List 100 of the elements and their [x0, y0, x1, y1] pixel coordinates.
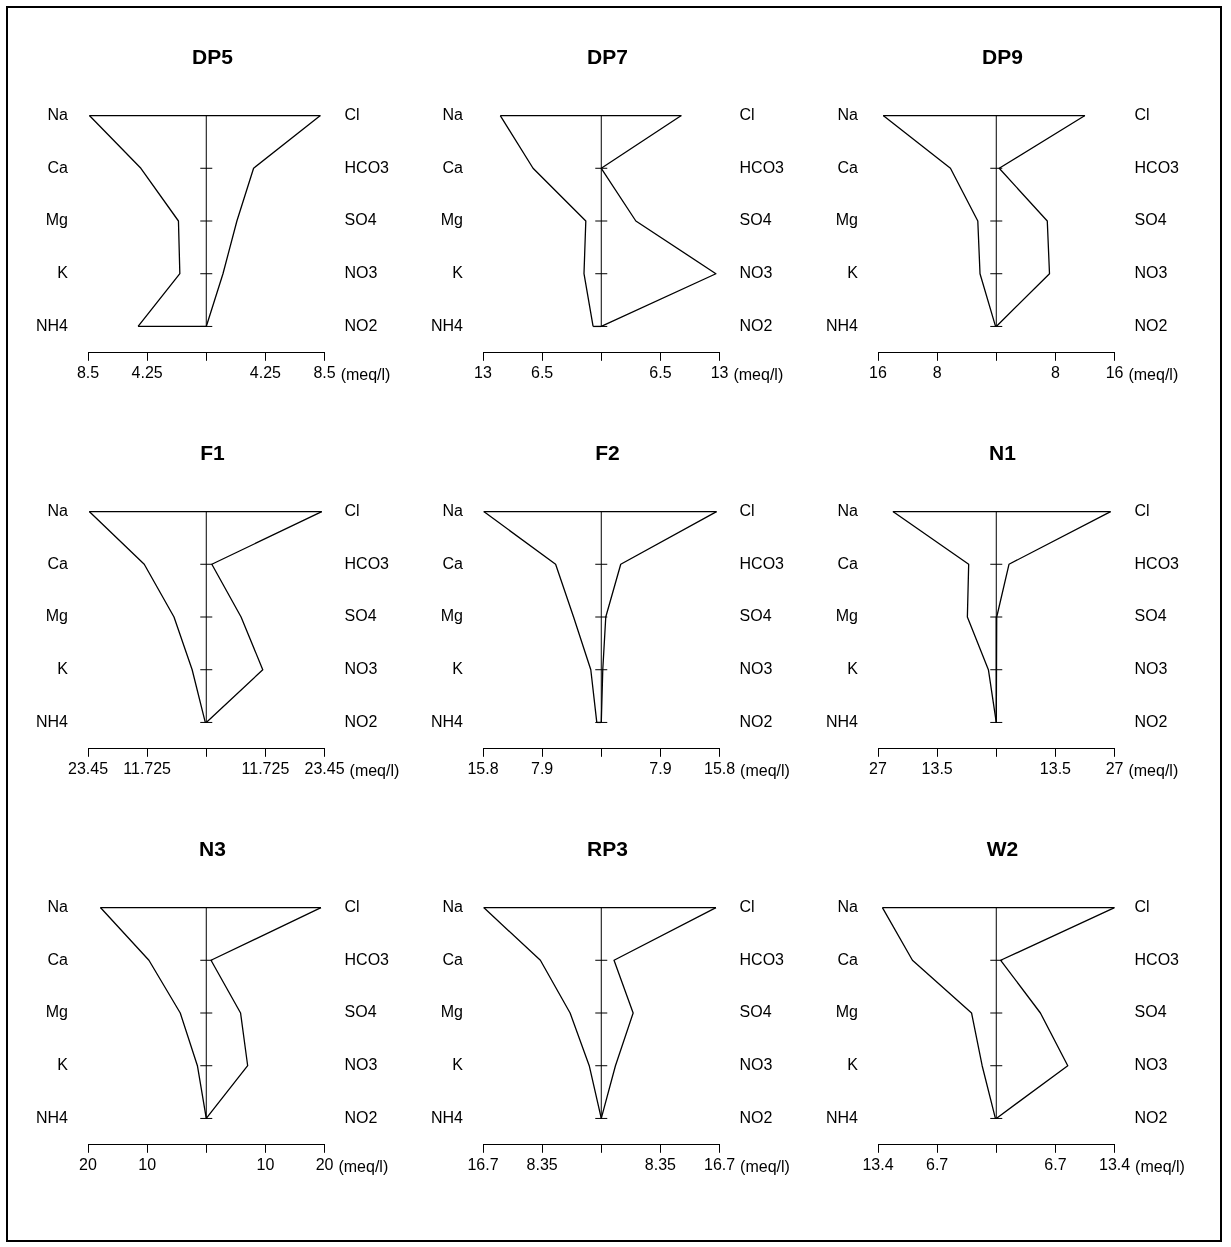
- y2-tick-label: Cl: [344, 501, 360, 519]
- x-tick-label: 15.8: [467, 759, 499, 777]
- y2-tick-label: HCO3: [1134, 158, 1180, 176]
- x-tick-label: 4.25: [249, 363, 282, 381]
- chart-title: DP9: [982, 45, 1023, 69]
- x-tick-label: 4.25: [131, 363, 163, 381]
- y2-tick-label: SO4: [739, 1003, 772, 1021]
- y2-tick-label: NO2: [1134, 712, 1168, 730]
- x-tick-label: 8.5: [76, 363, 100, 381]
- y2-tick-label: NO3: [739, 660, 773, 678]
- x-tick-label: 7.9: [531, 759, 554, 777]
- y-tick-label: Na: [47, 897, 69, 915]
- x-tick-label: 15.8: [703, 759, 736, 777]
- x-tick-label: 13.5: [921, 759, 953, 777]
- y2-tick-label: Cl: [739, 501, 755, 519]
- y2-tick-label: NO3: [739, 1056, 773, 1074]
- y-tick-label: K: [57, 1056, 69, 1074]
- y2-tick-label: SO4: [344, 607, 377, 625]
- y2-tick-label: NO2: [344, 316, 378, 334]
- y-tick-label: NH4: [35, 316, 69, 334]
- y-tick-label: NH4: [825, 712, 859, 730]
- y2-tick-label: HCO3: [344, 950, 390, 968]
- y-tick-label: K: [847, 660, 859, 678]
- x-tick-label: 8: [1050, 363, 1060, 381]
- y-tick-label: Na: [442, 105, 464, 123]
- x-tick-label: 6.7: [926, 1155, 949, 1173]
- x-axis-title: (meq/l): [1128, 366, 1179, 384]
- x-axis-title: (meq/l): [1128, 762, 1179, 780]
- y-tick-label: NH4: [430, 1108, 464, 1126]
- y-tick-label: Mg: [45, 1003, 69, 1021]
- y2-tick-label: Cl: [1134, 105, 1150, 123]
- x-tick-label: 10: [256, 1155, 275, 1173]
- y-tick-label: Na: [442, 501, 464, 519]
- y2-tick-label: HCO3: [1134, 950, 1180, 968]
- x-tick-label: 8: [932, 363, 942, 381]
- x-axis-title: (meq/l): [733, 366, 784, 384]
- y-tick-label: NH4: [430, 712, 464, 730]
- y-tick-label: NH4: [35, 1108, 69, 1126]
- y-tick-label: Ca: [442, 158, 464, 176]
- x-axis-title: (meq/l): [338, 1158, 389, 1176]
- y2-tick-label: NO2: [739, 1108, 773, 1126]
- y2-tick-label: HCO3: [739, 554, 785, 572]
- y2-tick-label: SO4: [1134, 1003, 1167, 1021]
- y2-tick-label: Cl: [739, 105, 755, 123]
- y2-tick-label: NO3: [1134, 1056, 1168, 1074]
- y2-tick-label: NO3: [739, 264, 773, 282]
- y2-tick-label: SO4: [344, 1003, 377, 1021]
- y-tick-label: Mg: [45, 607, 69, 625]
- y-tick-label: Mg: [440, 607, 464, 625]
- y2-tick-label: Cl: [344, 105, 360, 123]
- y-tick-label: Na: [837, 105, 859, 123]
- y2-tick-label: Cl: [739, 897, 755, 915]
- y2-tick-label: NO3: [344, 660, 378, 678]
- x-axis-title: (meq/l): [340, 366, 391, 384]
- y2-tick-label: NO2: [344, 1108, 378, 1126]
- x-tick-label: 11.725: [241, 759, 290, 777]
- x-tick-label: 11.725: [123, 759, 172, 777]
- x-tick-label: 13: [474, 363, 493, 381]
- x-tick-label: 23.45: [304, 759, 345, 777]
- y-tick-label: K: [452, 264, 464, 282]
- y-tick-label: NH4: [430, 316, 464, 334]
- x-axis-title: (meq/l): [1135, 1158, 1185, 1176]
- y2-tick-label: NO2: [739, 316, 773, 334]
- y2-tick-label: HCO3: [344, 158, 390, 176]
- y-tick-label: Mg: [440, 1003, 464, 1021]
- x-axis-title: (meq/l): [740, 1158, 790, 1176]
- chart-title: F1: [200, 441, 226, 465]
- y2-tick-label: NO2: [1134, 316, 1168, 334]
- y-tick-label: Mg: [835, 211, 859, 229]
- y-tick-label: K: [57, 264, 69, 282]
- y2-tick-label: Cl: [344, 897, 360, 915]
- x-tick-label: 16: [1105, 363, 1124, 381]
- x-tick-label: 27: [1105, 759, 1124, 777]
- x-tick-label: 20: [79, 1155, 98, 1173]
- y-tick-label: Na: [837, 897, 859, 915]
- y-tick-label: Na: [47, 501, 69, 519]
- y-tick-label: NH4: [825, 316, 859, 334]
- y2-tick-label: SO4: [1134, 211, 1167, 229]
- y-tick-label: NH4: [825, 1108, 859, 1126]
- x-tick-label: 6.5: [649, 363, 672, 381]
- chart-title: F2: [595, 441, 620, 465]
- y-tick-label: Na: [442, 897, 464, 915]
- y2-tick-label: NO3: [1134, 264, 1168, 282]
- chart-title: RP3: [587, 837, 628, 861]
- y-tick-label: Ca: [837, 554, 859, 572]
- y2-tick-label: HCO3: [344, 554, 390, 572]
- chart-title: N3: [199, 837, 226, 861]
- x-tick-label: 27: [869, 759, 888, 777]
- y2-tick-label: SO4: [739, 211, 772, 229]
- x-tick-label: 16.7: [703, 1155, 736, 1173]
- y-tick-label: Ca: [837, 158, 859, 176]
- chart-title: DP5: [192, 45, 234, 69]
- x-tick-label: 7.9: [649, 759, 672, 777]
- y-tick-label: K: [847, 1056, 859, 1074]
- x-axis-title: (meq/l): [740, 762, 790, 780]
- chart-title: N1: [989, 441, 1017, 465]
- x-tick-label: 8.5: [313, 363, 336, 381]
- x-tick-label: 13.5: [1039, 759, 1072, 777]
- x-tick-label: 13.4: [1098, 1155, 1131, 1173]
- y-tick-label: K: [57, 660, 69, 678]
